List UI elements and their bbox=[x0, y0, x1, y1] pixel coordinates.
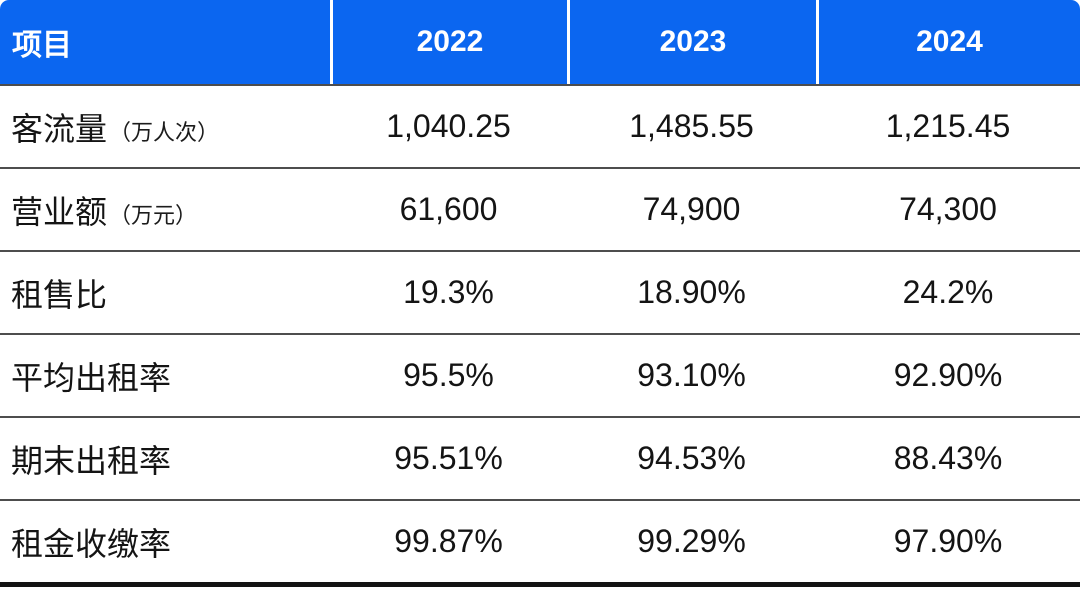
row-label: 租售比 bbox=[0, 250, 330, 333]
cell-value: 19.3% bbox=[330, 250, 567, 333]
cell-value: 74,300 bbox=[816, 167, 1080, 250]
cell-value: 1,485.55 bbox=[567, 84, 816, 167]
cell-value: 97.90% bbox=[816, 499, 1080, 587]
row-label: 平均出租率 bbox=[0, 333, 330, 416]
row-label-unit: （万元） bbox=[109, 202, 198, 228]
cell-value: 94.53% bbox=[567, 416, 816, 499]
row-label: 期末出租率 bbox=[0, 416, 330, 499]
cell-value: 61,600 bbox=[330, 167, 567, 250]
cell-value: 99.87% bbox=[330, 499, 567, 587]
cell-value: 1,040.25 bbox=[330, 84, 567, 167]
row-label: 营业额（万元） bbox=[0, 167, 330, 250]
table-header: 项目 2022 2023 2024 bbox=[0, 0, 1080, 84]
row-label-text: 期末出租率 bbox=[11, 442, 172, 479]
cell-value: 74,900 bbox=[567, 167, 816, 250]
row-label-text: 租金收缴率 bbox=[11, 525, 172, 562]
row-label-text: 客流量 bbox=[11, 110, 108, 147]
table-row-period-end-occupancy-rate: 期末出租率 95.51% 94.53% 88.43% bbox=[0, 416, 1080, 499]
row-label-text: 租售比 bbox=[11, 276, 108, 313]
cell-value: 93.10% bbox=[567, 333, 816, 416]
header-cell-year-2023: 2023 bbox=[567, 0, 816, 84]
cell-value: 88.43% bbox=[816, 416, 1080, 499]
header-cell-item: 项目 bbox=[0, 0, 330, 84]
cell-value: 95.51% bbox=[330, 416, 567, 499]
row-label-text: 平均出租率 bbox=[11, 359, 172, 396]
cell-value: 24.2% bbox=[816, 250, 1080, 333]
cell-value: 1,215.45 bbox=[816, 84, 1080, 167]
row-label: 客流量（万人次） bbox=[0, 84, 330, 167]
header-cell-year-2022: 2022 bbox=[330, 0, 567, 84]
row-label-text: 营业额 bbox=[11, 193, 108, 230]
table-row-rent-collection-rate: 租金收缴率 99.87% 99.29% 97.90% bbox=[0, 499, 1080, 587]
table-body: 客流量（万人次） 1,040.25 1,485.55 1,215.45 营业额（… bbox=[0, 84, 1080, 587]
table-row-average-occupancy-rate: 平均出租率 95.5% 93.10% 92.90% bbox=[0, 333, 1080, 416]
row-label-unit: （万人次） bbox=[109, 119, 220, 145]
row-label: 租金收缴率 bbox=[0, 499, 330, 587]
table-row-rent-to-sales-ratio: 租售比 19.3% 18.90% 24.2% bbox=[0, 250, 1080, 333]
cell-value: 95.5% bbox=[330, 333, 567, 416]
header-cell-year-2024: 2024 bbox=[816, 0, 1080, 84]
cell-value: 99.29% bbox=[567, 499, 816, 587]
table-row-revenue: 营业额（万元） 61,600 74,900 74,300 bbox=[0, 167, 1080, 250]
cell-value: 92.90% bbox=[816, 333, 1080, 416]
table-row-passenger-flow: 客流量（万人次） 1,040.25 1,485.55 1,215.45 bbox=[0, 84, 1080, 167]
header-row: 项目 2022 2023 2024 bbox=[0, 0, 1080, 84]
cell-value: 18.90% bbox=[567, 250, 816, 333]
